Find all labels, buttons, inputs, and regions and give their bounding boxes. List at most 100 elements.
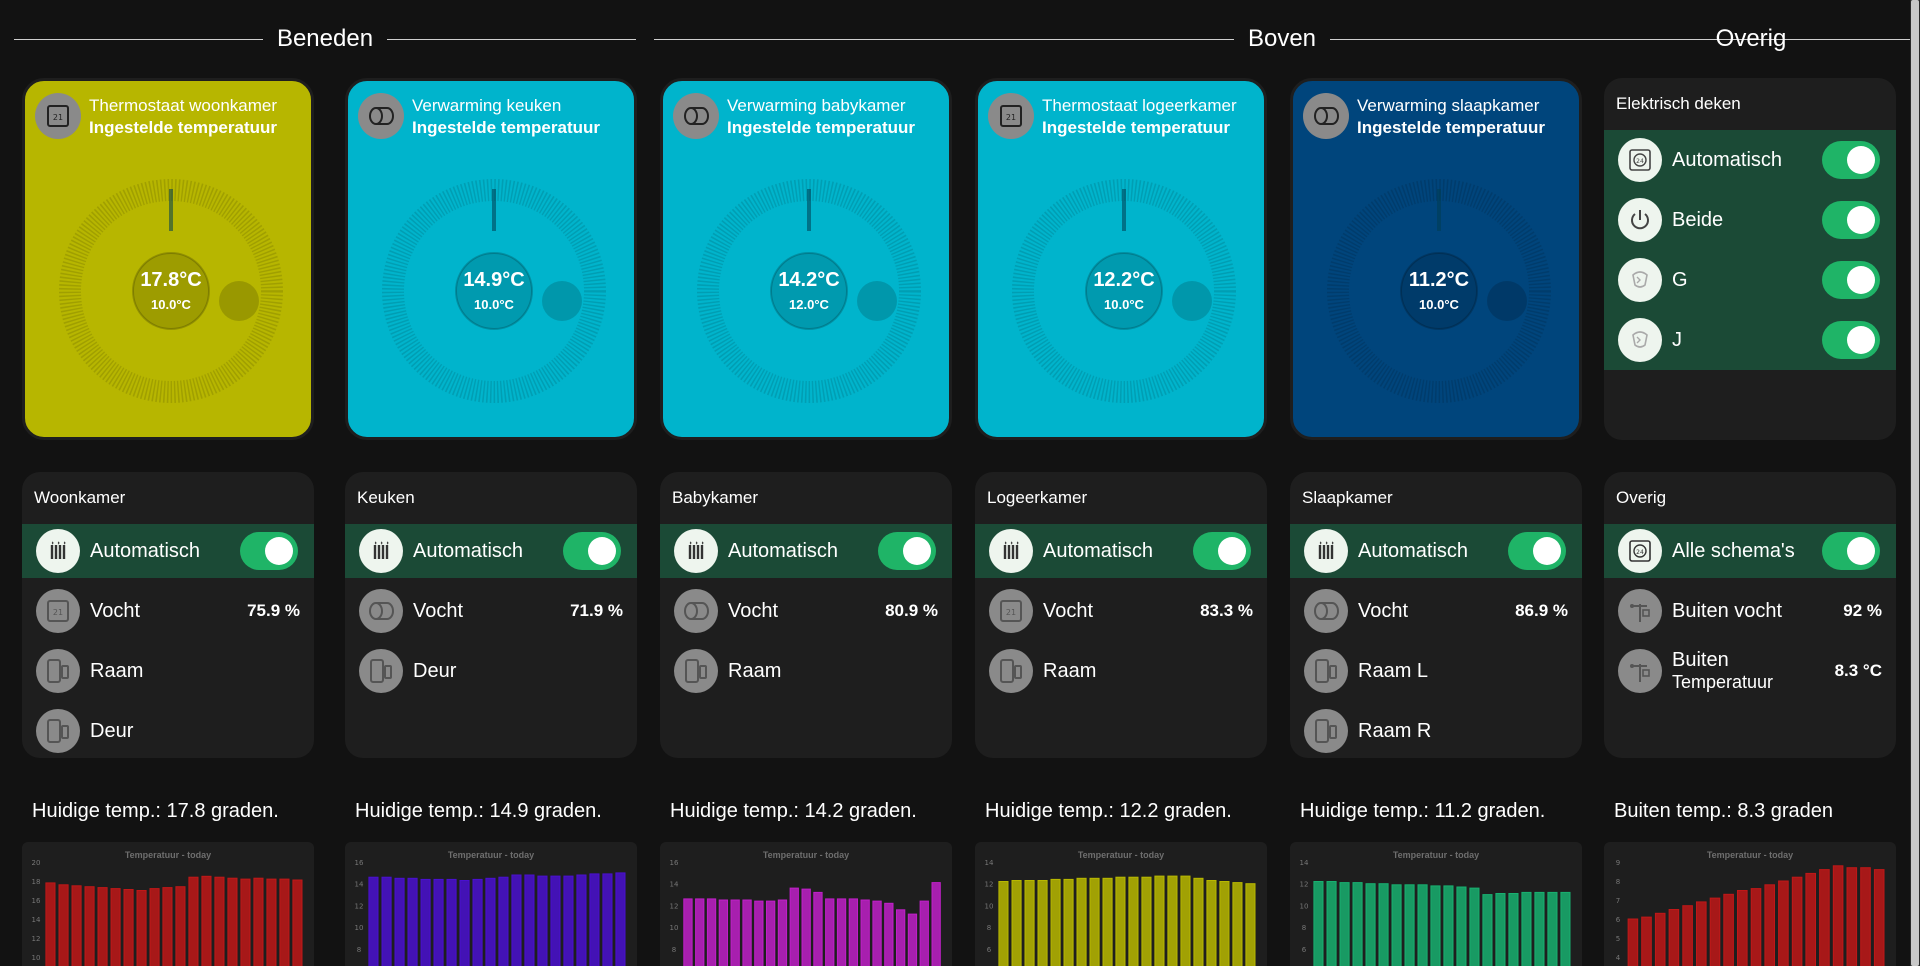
toggle-switch[interactable] (563, 532, 621, 570)
thermostat-dial[interactable] (25, 81, 314, 440)
chart-bar[interactable] (742, 899, 752, 966)
chart-bar[interactable] (1482, 894, 1493, 966)
chart-bar[interactable] (766, 900, 776, 966)
chart-bar[interactable] (931, 882, 941, 966)
entity-row[interactable]: 21 Vocht 83.3 % (975, 584, 1267, 638)
entity-row[interactable]: Automatisch (1290, 524, 1582, 578)
chart-bar[interactable] (1521, 891, 1532, 966)
entity-row[interactable]: Vocht 80.9 % (660, 584, 952, 638)
chart-bar[interactable] (730, 899, 740, 966)
thermostat-card[interactable]: Verwarming keuken Ingestelde temperatuur… (345, 78, 637, 440)
chart-bar[interactable] (836, 898, 847, 966)
toggle-switch[interactable] (240, 532, 298, 570)
temperature-chart[interactable]: Temperatuur - today16141210864 (345, 842, 637, 966)
chart-bar[interactable] (537, 875, 548, 966)
chart-bar[interactable] (1750, 888, 1762, 966)
chart-bar[interactable] (279, 878, 290, 966)
entity-row[interactable]: Raam L (1290, 644, 1582, 698)
chart-bar[interactable] (695, 898, 705, 966)
chart-bar[interactable] (1037, 880, 1048, 966)
chart-bar[interactable] (589, 873, 600, 966)
chart-bar[interactable] (1696, 901, 1707, 966)
entity-row[interactable]: Buiten vocht 92 % (1604, 584, 1896, 638)
entity-row[interactable]: Raam (975, 644, 1267, 698)
chart-bar[interactable] (1469, 887, 1480, 966)
chart-bar[interactable] (1089, 877, 1100, 966)
chart-bar[interactable] (1245, 883, 1256, 966)
toggle-switch[interactable] (1193, 532, 1251, 570)
entity-row[interactable]: Raam R (1290, 704, 1582, 758)
chart-bar[interactable] (1668, 909, 1680, 966)
chart-bar[interactable] (1167, 875, 1178, 966)
chart-bar[interactable] (45, 882, 56, 966)
chart-bar[interactable] (1063, 878, 1074, 966)
scrollbar[interactable] (1910, 0, 1920, 966)
chart-bar[interactable] (825, 898, 835, 966)
chart-bar[interactable] (1050, 878, 1061, 966)
blanket-row[interactable]: G (1604, 250, 1896, 310)
chart-bar[interactable] (1832, 865, 1844, 966)
chart-bar[interactable] (1873, 869, 1885, 966)
chart-bar[interactable] (1641, 916, 1652, 966)
chart-bar[interactable] (907, 913, 918, 966)
chart-bar[interactable] (602, 873, 613, 966)
entity-row[interactable]: 24 Alle schema's (1604, 524, 1896, 578)
chart-bar[interactable] (1313, 881, 1324, 966)
blanket-row[interactable]: J (1604, 310, 1896, 370)
chart-bar[interactable] (1180, 875, 1191, 966)
chart-bar[interactable] (1534, 891, 1545, 966)
chart-bar[interactable] (227, 877, 238, 966)
chart-bar[interactable] (58, 884, 69, 966)
blanket-row[interactable]: Beide (1604, 190, 1896, 250)
chart-bar[interactable] (394, 877, 405, 966)
chart-bar[interactable] (201, 875, 212, 966)
chart-bar[interactable] (1430, 885, 1441, 966)
chart-bar[interactable] (998, 881, 1009, 966)
chart-bar[interactable] (1627, 918, 1639, 966)
chart-bar[interactable] (472, 878, 483, 966)
chart-bar[interactable] (149, 888, 160, 966)
chart-bar[interactable] (188, 876, 199, 966)
entity-row[interactable]: Automatisch (345, 524, 637, 578)
chart-bar[interactable] (1365, 883, 1376, 966)
temperature-chart[interactable]: Temperatuur - today20181614121086 (22, 842, 314, 966)
toggle-switch[interactable] (1822, 532, 1880, 570)
chart-bar[interactable] (1737, 890, 1748, 966)
toggle-switch[interactable] (1822, 321, 1880, 359)
entity-row[interactable]: Raam (660, 644, 952, 698)
chart-bar[interactable] (524, 874, 535, 966)
toggle-switch[interactable] (1822, 141, 1880, 179)
chart-bar[interactable] (110, 888, 121, 966)
chart-bar[interactable] (214, 876, 225, 966)
chart-bar[interactable] (420, 878, 431, 966)
chart-bar[interactable] (71, 885, 82, 966)
chart-bar[interactable] (896, 909, 906, 966)
chart-bar[interactable] (1709, 897, 1721, 966)
chart-bar[interactable] (683, 898, 693, 966)
blanket-row[interactable]: 24 Automatisch (1604, 130, 1896, 190)
chart-bar[interactable] (459, 880, 470, 966)
chart-bar[interactable] (1102, 877, 1113, 966)
chart-bar[interactable] (1326, 881, 1337, 966)
thermostat-dial[interactable] (348, 81, 637, 440)
chart-bar[interactable] (1805, 872, 1816, 966)
thermostat-card[interactable]: Verwarming babykamer Ingestelde temperat… (660, 78, 952, 440)
chart-bar[interactable] (576, 874, 587, 966)
chart-bar[interactable] (919, 900, 929, 966)
chart-bar[interactable] (97, 887, 108, 966)
chart-bar[interactable] (860, 899, 870, 966)
chart-bar[interactable] (706, 898, 717, 966)
chart-bar[interactable] (1128, 876, 1139, 966)
chart-bar[interactable] (162, 887, 173, 966)
chart-bar[interactable] (240, 878, 251, 966)
chart-bar[interactable] (1219, 881, 1230, 966)
chart-bar[interactable] (1860, 867, 1871, 966)
chart-bar[interactable] (550, 875, 561, 966)
entity-row[interactable]: Automatisch (660, 524, 952, 578)
dial-handle[interactable] (857, 281, 897, 321)
chart-bar[interactable] (123, 889, 134, 966)
dial-handle[interactable] (542, 281, 582, 321)
chart-bar[interactable] (381, 876, 392, 966)
temperature-chart[interactable]: Temperatuur - today16141210864 (660, 842, 952, 966)
chart-bar[interactable] (136, 890, 147, 966)
